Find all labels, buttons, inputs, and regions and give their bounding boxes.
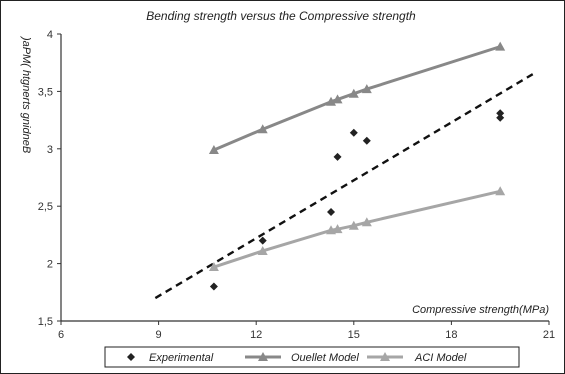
y-tick-label: 3 (47, 144, 53, 156)
aci-model-point (495, 186, 506, 196)
experimental-point (333, 152, 342, 161)
x-tick-label: 6 (58, 329, 64, 341)
legend-ouellet-model-marker (258, 352, 268, 361)
trendline (154, 73, 534, 300)
legend: Experimental Ouellet Model ACI Model (104, 346, 520, 368)
experimental-point (209, 282, 218, 291)
experimental-point (496, 109, 505, 118)
ouellet-model-point (257, 124, 268, 134)
aci-model-point (257, 245, 268, 255)
y-tick-label: 3,5 (38, 86, 53, 98)
ouellet-model-point (208, 144, 219, 154)
x-axis-title: Compressive strength(MPa) (412, 304, 549, 316)
legend-box (104, 346, 520, 368)
ouellet-model-point (348, 88, 359, 98)
ouellet-model-point (332, 94, 343, 104)
y-axis-ticks: 1,5 2 2,5 3 3,5 4 (38, 29, 61, 328)
legend-experimental-label: Experimental (149, 352, 214, 364)
legend-experimental-marker (127, 353, 135, 361)
ouellet-model-line (213, 45, 501, 152)
y-tick-label: 2 (47, 259, 53, 271)
chart-title: Bending strength versus the Compressive … (146, 9, 416, 23)
aci-model-point (348, 220, 359, 230)
legend-ouellet-model-label: Ouellet Model (291, 352, 359, 364)
aci-model-point (208, 262, 219, 272)
experimental-point (258, 236, 267, 245)
x-tick-label: 18 (445, 329, 457, 341)
legend-aci-model-label: ACI Model (414, 352, 467, 364)
aci-model-point (332, 224, 343, 234)
experimental-point (362, 136, 371, 145)
ouellet-model-point (495, 41, 506, 51)
y-tick-label: 2,5 (38, 201, 53, 213)
series-layer (208, 41, 506, 291)
experimental-point (349, 128, 358, 137)
y-axis-title: )aPM( htgnerts gnidneB (20, 35, 32, 153)
y-axis-title-text: )aPM( htgnerts gnidneB (20, 35, 32, 153)
experimental-point (327, 207, 336, 216)
x-axis-ticks: 6 9 12 15 18 21 (58, 321, 555, 341)
x-tick-label: 15 (348, 329, 360, 341)
ouellet-model-point (361, 84, 372, 94)
legend-aci-model-marker (380, 352, 390, 361)
y-tick-label: 4 (47, 29, 53, 41)
x-tick-label: 9 (156, 329, 162, 341)
experimental-point (496, 113, 505, 122)
y-tick-label: 1,5 (38, 316, 53, 328)
aci-model-point (361, 217, 372, 227)
trendline-layer (154, 73, 534, 300)
ouellet-model-point (326, 96, 337, 106)
x-tick-label: 21 (543, 329, 555, 341)
x-tick-label: 12 (250, 329, 262, 341)
